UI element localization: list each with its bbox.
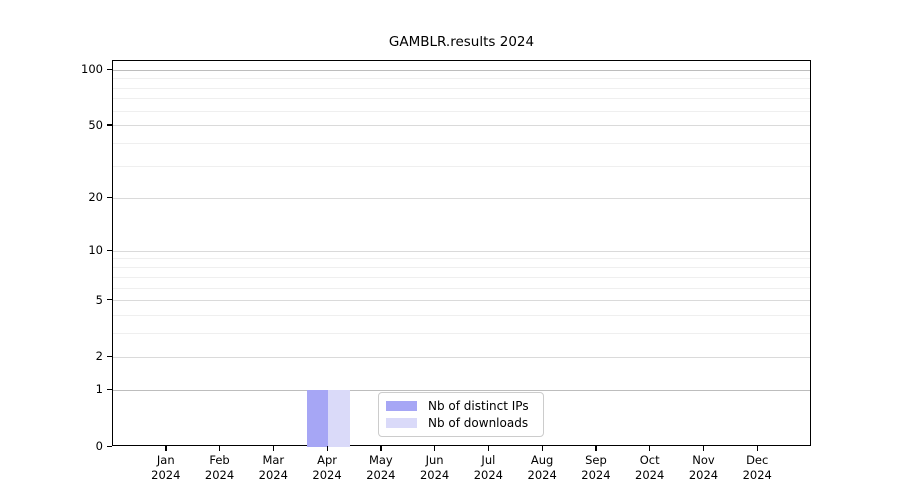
y-tick-label: 20 <box>88 190 103 205</box>
x-tick-label: Jul 2024 <box>473 453 504 482</box>
gridline <box>113 197 810 199</box>
legend-swatch-downloads-icon <box>386 418 417 428</box>
legend-label-distinct-ips: Nb of distinct IPs <box>428 399 529 413</box>
x-tick-mark <box>649 446 651 451</box>
y-tick-mark <box>107 388 112 391</box>
x-tick-mark <box>434 446 436 451</box>
y-tick-mark <box>107 445 112 447</box>
x-tick-mark <box>326 446 328 451</box>
gridline <box>113 300 810 302</box>
legend-item-distinct-ips: Nb of distinct IPs <box>386 399 536 413</box>
x-tick-label: Dec 2024 <box>742 453 772 482</box>
x-tick-label: Apr 2024 <box>312 453 342 482</box>
legend-swatch-distinct-ips-icon <box>386 401 417 411</box>
gridline <box>113 333 810 335</box>
bar-apr-series-0 <box>306 390 329 447</box>
legend-label-downloads: Nb of downloads <box>428 416 529 430</box>
x-tick-mark <box>380 446 382 451</box>
gridline <box>113 315 810 317</box>
legend: Nb of distinct IPs Nb of downloads <box>378 392 544 437</box>
gridline <box>113 166 810 168</box>
x-tick-mark <box>219 446 221 451</box>
y-tick-mark <box>107 68 112 70</box>
gridline <box>113 267 810 269</box>
y-tick-label: 5 <box>95 292 103 307</box>
x-tick-mark <box>165 446 167 451</box>
x-tick-mark <box>756 446 759 451</box>
gridline <box>113 87 810 89</box>
y-tick-label: 2 <box>95 349 103 364</box>
legend-item-downloads: Nb of downloads <box>386 416 536 430</box>
y-tick-label: 100 <box>81 62 103 77</box>
y-tick-label: 1 <box>95 382 103 397</box>
y-tick-mark <box>107 249 112 251</box>
y-tick-label: 50 <box>88 117 103 132</box>
gridline <box>113 110 810 112</box>
x-tick-label: Oct 2024 <box>635 453 665 482</box>
x-tick-label: Sep 2024 <box>581 453 611 482</box>
gridline <box>113 143 810 145</box>
x-tick-label: Nov 2024 <box>688 453 719 482</box>
gridline <box>113 389 810 391</box>
x-tick-label: Feb 2024 <box>204 453 235 482</box>
y-tick-mark <box>107 355 112 358</box>
x-tick-mark <box>595 446 597 451</box>
gridline <box>113 356 810 358</box>
x-tick-label: Jan 2024 <box>151 453 181 482</box>
x-tick-mark <box>541 446 543 451</box>
x-tick-label: Aug 2024 <box>527 453 557 482</box>
gridline <box>113 287 810 289</box>
plot-area <box>112 60 811 447</box>
gridline <box>113 78 810 80</box>
y-tick-mark <box>107 299 112 301</box>
y-tick-mark <box>107 124 112 126</box>
gridline <box>113 250 810 252</box>
gridline <box>113 98 810 100</box>
gridline <box>113 125 810 127</box>
x-tick-label: May 2024 <box>366 453 396 482</box>
x-tick-label: Jun 2024 <box>419 453 450 482</box>
gridline <box>113 258 810 260</box>
y-tick-label: 10 <box>88 243 103 258</box>
x-tick-mark <box>487 446 490 451</box>
gridline <box>113 276 810 278</box>
gridline <box>113 69 810 71</box>
x-tick-mark <box>702 446 705 451</box>
bar-apr-series-1 <box>328 390 350 447</box>
chart-title: GAMBLR.results 2024 <box>388 34 535 50</box>
x-tick-label: Mar 2024 <box>258 453 288 482</box>
y-tick-label: 0 <box>95 439 103 453</box>
x-tick-mark <box>272 446 275 451</box>
y-tick-mark <box>107 196 112 199</box>
